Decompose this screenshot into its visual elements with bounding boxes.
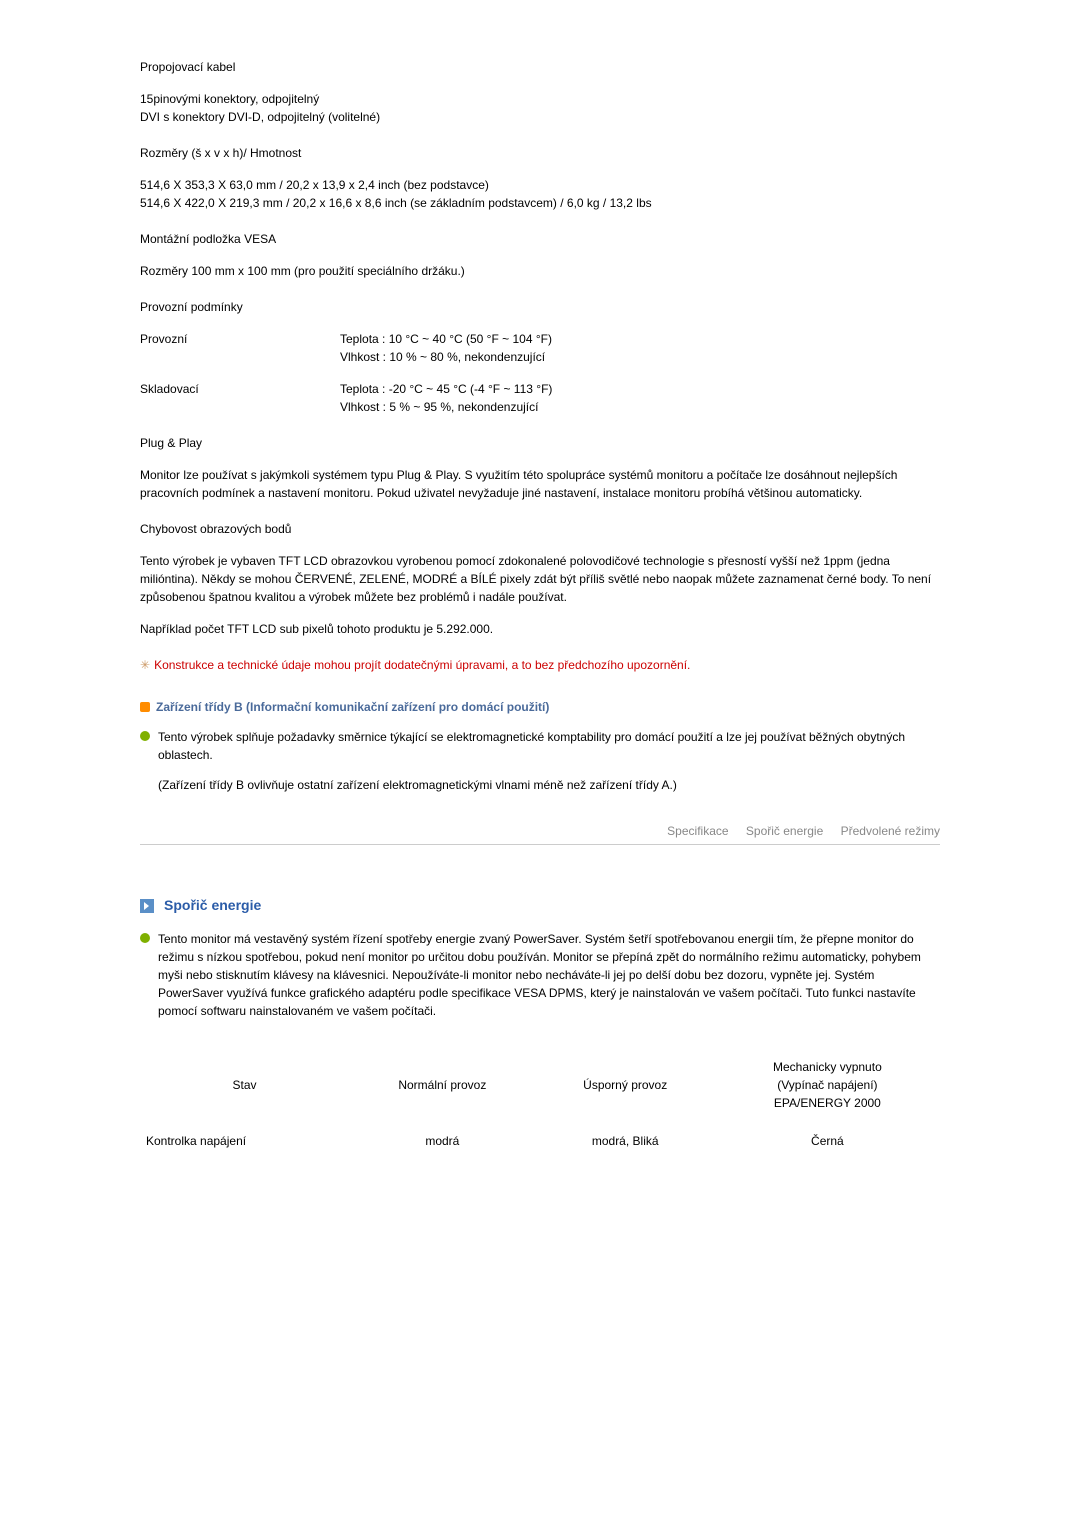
th-off-l1: Mechanicky vypnuto — [773, 1060, 882, 1074]
vesa-body: Rozměry 100 mm x 100 mm (pro použití spe… — [140, 262, 940, 280]
cable-body: 15pinovými konektory, odpojitelný DVI s … — [140, 90, 940, 126]
classb-title: Zařízení třídy B (Informační komunikační… — [156, 698, 549, 716]
pix-p1: Tento výrobek je vybaven TFT LCD obrazov… — [140, 552, 940, 606]
orange-bullet-icon — [140, 702, 150, 712]
table-row: Kontrolka napájení modrá modrá, Bliká Če… — [140, 1122, 940, 1160]
saver-bullet-row: Tento monitor má vestavěný systém řízení… — [140, 930, 940, 1020]
red-note-text: Konstrukce a technické údaje mohou projí… — [154, 658, 690, 672]
saver-heading-row: Spořič energie — [140, 895, 940, 916]
dims-body: 514,6 X 353,3 X 63,0 mm / 20,2 x 13,9 x … — [140, 176, 940, 212]
red-note: ✳ Konstrukce a technické údaje mohou proj… — [140, 656, 940, 674]
dims-line2: 514,6 X 422,0 X 219,3 mm / 20,2 x 16,6 x… — [140, 196, 652, 210]
cond-title: Provozní podmínky — [140, 298, 940, 316]
saver-heading: Spořič energie — [164, 895, 261, 916]
pnp-body: Monitor lze používat s jakýmkoli systéme… — [140, 466, 940, 502]
vesa-title: Montážní podložka VESA — [140, 230, 940, 248]
pix-p2: Například počet TFT LCD sub pixelů tohot… — [140, 620, 940, 638]
nav-spec[interactable]: Specifikace — [667, 824, 728, 838]
arrow-square-icon — [140, 899, 154, 913]
classb-row: Zařízení třídy B (Informační komunikační… — [140, 698, 940, 716]
saver-body: Tento monitor má vestavěný systém řízení… — [158, 930, 940, 1020]
green-bullet-icon — [140, 731, 150, 741]
cond-op-hum: Vlhkost : 10 % ~ 80 %, nekondenzující — [340, 350, 545, 364]
cable-line1: 15pinovými konektory, odpojitelný — [140, 92, 319, 106]
cond-grid: Provozní Teplota : 10 °C ~ 40 °C (50 °F … — [140, 330, 940, 416]
cable-line2: DVI s konektory DVI-D, odpojitelný (voli… — [140, 110, 380, 124]
table-header-row: Stav Normální provoz Úsporný provoz Mech… — [140, 1048, 940, 1122]
th-state: Stav — [140, 1048, 349, 1122]
asterisk-icon: ✳ — [140, 658, 150, 672]
cond-st-temp: Teplota : -20 °C ~ 45 °C (-4 °F ~ 113 °F… — [340, 382, 552, 396]
th-off-l2: (Vypínač napájení) — [777, 1078, 877, 1092]
classb-bullet-row: Tento výrobek splňuje požadavky směrnice… — [140, 728, 940, 764]
nav-saver[interactable]: Spořič energie — [746, 824, 823, 838]
nav-row: Specifikace Spořič energie Předvolené re… — [140, 822, 940, 845]
dims-title: Rozměry (š x v x h)/ Hmotnost — [140, 144, 940, 162]
dims-line1: 514,6 X 353,3 X 63,0 mm / 20,2 x 13,9 x … — [140, 178, 489, 192]
th-normal: Normální provoz — [349, 1048, 536, 1122]
cable-title: Propojovací kabel — [140, 58, 940, 76]
td-led-eco: modrá, Bliká — [536, 1122, 715, 1160]
td-led-label: Kontrolka napájení — [140, 1122, 349, 1160]
green-bullet-icon-2 — [140, 933, 150, 943]
td-led-normal: modrá — [349, 1122, 536, 1160]
cond-operating-label: Provozní — [140, 330, 340, 366]
td-led-off: Černá — [715, 1122, 940, 1160]
power-table: Stav Normální provoz Úsporný provoz Mech… — [140, 1048, 940, 1160]
cond-st-hum: Vlhkost : 5 % ~ 95 %, nekondenzující — [340, 400, 538, 414]
classb-note: (Zařízení třídy B ovlivňuje ostatní zaří… — [158, 776, 940, 794]
pix-title: Chybovost obrazových bodů — [140, 520, 940, 538]
th-eco: Úsporný provoz — [536, 1048, 715, 1122]
cond-operating-val: Teplota : 10 °C ~ 40 °C (50 °F ~ 104 °F)… — [340, 330, 940, 366]
pnp-title: Plug & Play — [140, 434, 940, 452]
th-off: Mechanicky vypnuto (Vypínač napájení) EP… — [715, 1048, 940, 1122]
cond-op-temp: Teplota : 10 °C ~ 40 °C (50 °F ~ 104 °F) — [340, 332, 552, 346]
classb-bullet-text: Tento výrobek splňuje požadavky směrnice… — [158, 728, 940, 764]
cond-storage-val: Teplota : -20 °C ~ 45 °C (-4 °F ~ 113 °F… — [340, 380, 940, 416]
nav-preset[interactable]: Předvolené režimy — [841, 824, 940, 838]
cond-storage-label: Skladovací — [140, 380, 340, 416]
th-off-l3: EPA/ENERGY 2000 — [774, 1096, 881, 1110]
